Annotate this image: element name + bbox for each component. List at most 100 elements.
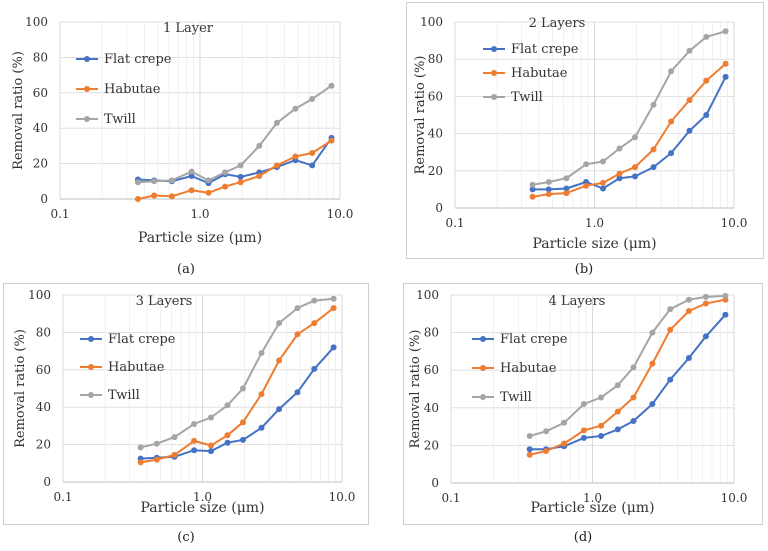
data-point-twill	[208, 414, 214, 421]
data-point-twill	[222, 169, 229, 176]
data-point-twill	[616, 145, 623, 152]
legend-marker-habutae	[480, 365, 486, 371]
data-point-habutae	[561, 440, 568, 447]
data-point-twill	[309, 96, 316, 102]
data-point-habutae	[137, 459, 144, 466]
data-point-twill	[256, 142, 263, 149]
y-tick-label: 0	[431, 476, 439, 490]
data-point-twill	[686, 47, 693, 54]
data-point-flat-crepe	[526, 446, 533, 453]
y-tick-label: 60	[428, 89, 443, 103]
data-point-habutae	[686, 97, 693, 104]
data-point-flat-crepe	[650, 164, 657, 171]
data-point-twill	[685, 296, 692, 303]
data-point-habutae	[702, 300, 709, 307]
data-point-twill	[526, 433, 533, 439]
caption-d: (d)	[573, 530, 593, 545]
legend-marker-flat-crepe	[88, 336, 94, 342]
series-line-flat-crepe	[140, 346, 335, 460]
data-point-habutae	[580, 427, 587, 434]
data-point-twill	[276, 320, 283, 327]
data-point-flat-crepe	[616, 175, 623, 182]
data-point-habutae	[237, 179, 244, 186]
data-point-habutae	[667, 326, 674, 333]
data-point-habutae	[614, 408, 621, 415]
data-point-habutae	[328, 137, 335, 144]
x-tick-label: 0.1	[50, 207, 69, 221]
chart-title: 1 Layer	[163, 21, 214, 36]
x-axis-label: Particle size (μm)	[140, 500, 264, 516]
data-point-flat-crepe	[685, 355, 692, 361]
data-point-flat-crepe	[667, 376, 674, 383]
data-point-twill	[722, 292, 729, 299]
data-point-habutae	[616, 170, 623, 177]
y-axis-label: Removal ratio (%)	[413, 56, 428, 175]
legend-label-flat-crepe: Flat crepe	[500, 332, 568, 347]
data-point-flat-crepe	[630, 418, 637, 424]
data-point-habutae	[153, 456, 160, 463]
y-tick-label: 60	[33, 86, 48, 100]
data-point-habutae	[649, 360, 656, 367]
data-point-flat-crepe	[240, 436, 246, 443]
data-point-twill	[630, 364, 637, 371]
data-point-habutae	[222, 183, 229, 190]
data-point-habutae	[134, 196, 141, 202]
data-point-flat-crepe	[311, 365, 318, 372]
chart-panel-2-layers: 0 20 40 60 80 100 0.1 1.0 10.0 Flat crepe Habutae T…	[406, 2, 764, 259]
chart-panel-1-layer: 0 20 40 60 80 100 0.1 1.0 10.0 Flat crepe Habutae T…	[0, 2, 378, 255]
legend-marker-flat-crepe	[491, 46, 497, 52]
data-point-flat-crepe	[649, 401, 656, 407]
y-tick-label: 100	[28, 288, 51, 302]
data-point-habutae	[208, 442, 214, 449]
legend-label-twill: Twill	[108, 388, 140, 403]
legend-marker-twill	[88, 392, 94, 398]
series-line-habutae	[140, 307, 335, 464]
x-tick-label: 0.1	[441, 491, 460, 505]
y-tick-label: 60	[36, 363, 51, 377]
data-point-habutae	[668, 118, 675, 125]
data-point-flat-crepe	[258, 424, 265, 431]
data-point-twill	[543, 428, 550, 435]
legend-marker-twill	[84, 116, 90, 122]
data-point-flat-crepe	[722, 73, 729, 80]
data-point-twill	[137, 444, 144, 451]
legend-marker-twill	[480, 394, 486, 400]
series-line-twill	[532, 30, 726, 186]
data-point-flat-crepe	[632, 173, 638, 180]
data-point-flat-crepe	[702, 333, 709, 340]
legend-marker-twill	[491, 94, 497, 100]
legend-label-habutae: Habutae	[108, 360, 165, 375]
series-line-habutae	[137, 139, 333, 200]
data-point-twill	[529, 181, 536, 188]
chart-title: 2 Layers	[529, 16, 586, 31]
data-point-flat-crepe	[191, 447, 198, 454]
data-point-flat-crepe	[208, 448, 214, 455]
x-tick-label: 10.0	[327, 207, 354, 221]
caption-c: (c)	[177, 530, 195, 545]
data-point-twill	[703, 33, 710, 40]
x-tick-label: 10.0	[721, 491, 748, 505]
data-point-twill	[134, 179, 141, 186]
data-point-habutae	[632, 164, 638, 171]
data-point-flat-crepe	[224, 439, 231, 446]
caption-a: (a)	[177, 262, 195, 277]
y-tick-label: 60	[424, 363, 439, 377]
y-tick-label: 40	[33, 121, 48, 135]
data-point-twill	[273, 119, 280, 126]
y-tick-label: 80	[424, 326, 439, 340]
data-point-habutae	[583, 182, 590, 189]
data-point-flat-crepe	[309, 162, 316, 169]
data-point-twill	[258, 350, 265, 356]
legend-label-flat-crepe: Flat crepe	[104, 52, 172, 67]
x-tick-label: 10.0	[721, 216, 748, 230]
y-tick-label: 20	[424, 438, 439, 452]
y-tick-label: 80	[33, 50, 48, 64]
data-point-twill	[330, 295, 337, 302]
data-point-twill	[583, 161, 590, 168]
data-point-twill	[667, 306, 674, 313]
chart-title: 4 Layers	[549, 294, 606, 309]
y-tick-label: 80	[428, 52, 443, 66]
series-line-flat-crepe	[532, 76, 727, 191]
data-point-flat-crepe	[529, 186, 536, 193]
data-point-habutae	[529, 193, 536, 200]
